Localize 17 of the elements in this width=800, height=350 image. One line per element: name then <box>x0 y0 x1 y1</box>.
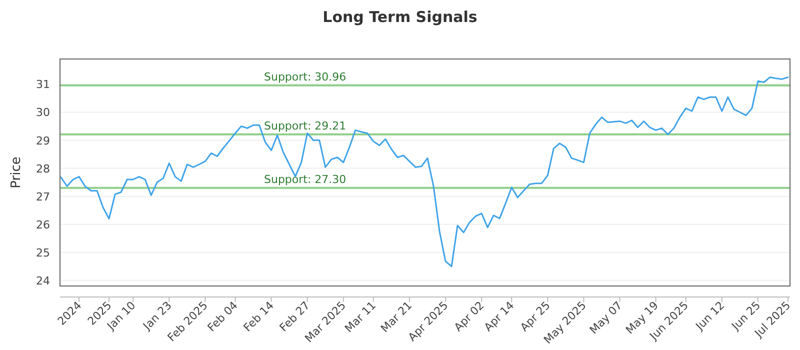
y-tick-label: 26 <box>36 218 50 232</box>
ref-line-label: Support: 27.30 <box>264 172 346 186</box>
x-tick-label: Apr 02 <box>452 298 487 334</box>
ref-line-label: Support: 30.96 <box>264 70 346 84</box>
y-tick-label: 30 <box>36 106 50 120</box>
y-tick-label: 27 <box>36 190 50 204</box>
y-tick-label: 25 <box>36 246 50 260</box>
chart-title: Long Term Signals <box>322 8 478 26</box>
y-axis-title: Price <box>9 156 24 188</box>
ref-line-label: Support: 29.21 <box>264 119 346 132</box>
x-tick-label: Jun 12 <box>692 298 728 334</box>
y-tick-label: 31 <box>36 78 50 92</box>
x-tick-label: Feb 04 <box>205 298 240 334</box>
y-tick-label: 29 <box>36 134 50 148</box>
x-tick-label: Feb 14 <box>241 298 276 334</box>
y-tick-label: 24 <box>36 274 50 288</box>
y-tick-label: 28 <box>36 162 50 176</box>
